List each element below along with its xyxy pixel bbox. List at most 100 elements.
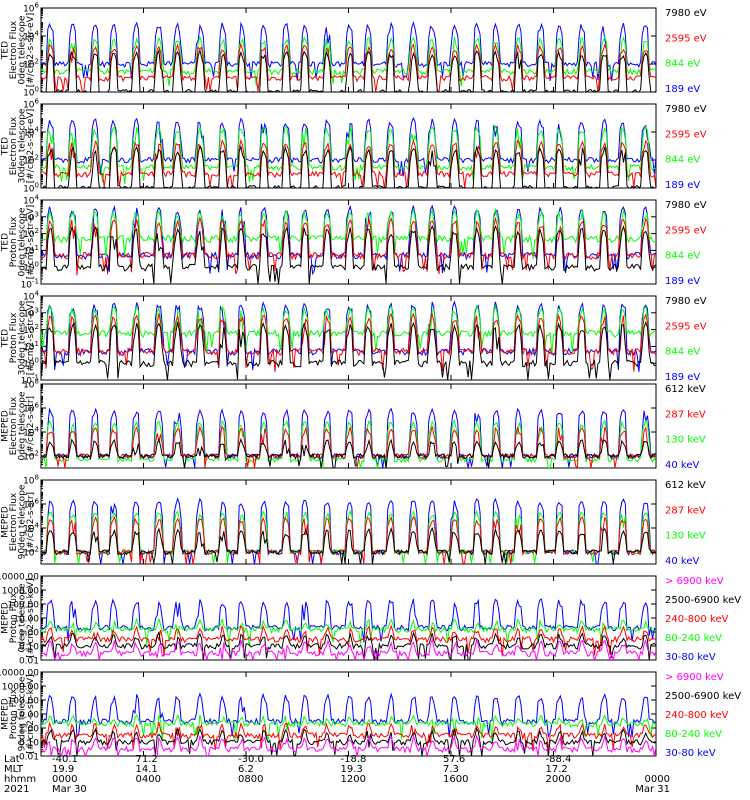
y-tick-label: 100 — [23, 261, 39, 274]
x-column-value: 0400 — [136, 774, 161, 785]
y-tick-label: 10000.00 — [0, 669, 39, 679]
y-tick-label: 108 — [23, 378, 39, 391]
y-axis-label: [#/cm2-s-str-keV] — [26, 578, 36, 657]
y-tick-label: 102 — [23, 154, 39, 167]
series-line — [41, 637, 656, 660]
legend-entry: 189 eV — [665, 276, 700, 287]
x-column-value: -18.8 — [341, 754, 367, 765]
series-line — [41, 144, 656, 188]
legend-entry: 80-240 keV — [665, 729, 722, 740]
y-tick-label: 10-1 — [21, 374, 39, 387]
x-column-value: 19.9 — [52, 764, 74, 775]
x-column-value: -40.1 — [52, 754, 78, 765]
y-axis-label: 90deg telescope — [17, 676, 27, 751]
series-line — [41, 42, 656, 92]
y-tick-label: 102 — [23, 58, 39, 71]
x-column-value: 6.2 — [238, 764, 254, 775]
x-column-value: 71.2 — [136, 754, 158, 765]
y-axis-label: Electron Flux — [9, 492, 19, 551]
y-axis-label: Proton Flux — [9, 592, 19, 643]
y-tick-label: 108 — [23, 474, 39, 487]
legend-entry: 80-240 keV — [665, 633, 722, 644]
legend-entry: 7980 eV — [665, 104, 707, 115]
y-tick-label: 104 — [23, 522, 39, 535]
x-column-value: 2000 — [546, 774, 571, 785]
x-row-label: 2021 — [4, 784, 29, 795]
y-axis-label: [#/cm2-s-str] — [26, 492, 36, 552]
y-tick-label: 106 — [23, 402, 39, 415]
y-tick-label: 103 — [23, 210, 39, 223]
legend-entry: 287 keV — [665, 505, 706, 516]
legend-entry: 30-80 keV — [665, 652, 716, 663]
legend-entry: 844 eV — [665, 251, 700, 262]
y-tick-label: 103 — [23, 306, 39, 319]
y-tick-label: 102 — [23, 546, 39, 559]
legend-entry: 2595 eV — [665, 321, 707, 332]
legend-entry: > 6900 keV — [665, 672, 724, 683]
y-tick-label: 101 — [23, 244, 39, 257]
panel-7: 0.01 0.10 1.00 10.00 100.00 1000.00 10000.00 ME… — [0, 573, 741, 667]
y-tick-label: 102 — [23, 450, 39, 463]
legend-entry: 130 keV — [665, 531, 706, 542]
x-row-label: MLT — [4, 764, 24, 775]
y-axis-label: 30deg telescope — [17, 108, 27, 183]
y-tick-label: 104 — [23, 426, 39, 439]
y-axis-label: [#/cm2-s-str-keV] — [26, 674, 36, 753]
x-column-value: 1600 — [443, 774, 468, 785]
legend-entry: > 6900 keV — [665, 576, 724, 587]
y-axis-label: 0deg telescope — [17, 15, 27, 85]
y-tick-label: 10.00 — [13, 615, 39, 625]
legend-entry: 189 eV — [665, 372, 700, 383]
y-axis-label: Proton Flux — [9, 312, 19, 363]
y-tick-label: 100.00 — [8, 601, 40, 611]
series-line — [41, 526, 656, 564]
series-line — [41, 630, 656, 660]
y-axis-label: Proton Flux — [9, 688, 19, 739]
y-tick-label: 1.00 — [19, 725, 39, 735]
x-column-value: 1200 — [341, 774, 366, 785]
x-column-value: 0000 — [52, 774, 77, 785]
panel-8: 0.01 0.10 1.00 10.00 100.00 1000.00 10000.00 ME… — [0, 669, 741, 763]
y-tick-label: 0.01 — [19, 753, 39, 763]
x-column-value: 19.3 — [341, 764, 363, 775]
y-axis-label: Proton Flux — [9, 216, 19, 267]
y-axis-label: TED — [0, 137, 10, 156]
x-column-value: 14.1 — [136, 764, 158, 775]
y-tick-label: 1000.00 — [2, 683, 39, 693]
y-tick-label: 104 — [23, 30, 39, 43]
legend-entry: 40 keV — [665, 556, 699, 567]
y-axis-label: Electron Flux — [9, 20, 19, 79]
x-column-value: Mar 30 — [52, 784, 87, 795]
y-tick-label: 104 — [23, 194, 39, 207]
legend-entry: 612 keV — [665, 384, 706, 395]
x-row-label: Lat — [4, 754, 20, 765]
y-tick-label: 100 — [23, 182, 39, 195]
legend-entry: 844 eV — [665, 155, 700, 166]
series-line — [41, 727, 656, 756]
legend-entry: 30-80 keV — [665, 748, 716, 759]
series-line — [41, 721, 656, 752]
y-axis-label: TED — [0, 233, 10, 252]
x-column-value: 0000 — [645, 774, 670, 785]
series-line — [41, 617, 656, 647]
legend-entry: 287 keV — [665, 409, 706, 420]
y-axis-label: TED — [0, 329, 10, 348]
y-tick-label: 106 — [23, 98, 39, 111]
legend-entry: 7980 eV — [665, 200, 707, 211]
series-line — [41, 624, 656, 657]
y-axis-label: [#/cm2-s-str-eV] — [26, 109, 36, 184]
y-axis-label: MEPED — [0, 698, 10, 730]
x-column-value: 0800 — [238, 774, 263, 785]
legend-entry: 189 eV — [665, 180, 700, 191]
y-tick-label: 1.00 — [19, 629, 39, 639]
series-line — [41, 321, 656, 380]
legend-entry: 130 keV — [665, 435, 706, 446]
y-tick-label: 0.10 — [19, 739, 39, 749]
y-axis-label: Electron Flux — [9, 396, 19, 455]
series-line — [41, 20, 656, 82]
